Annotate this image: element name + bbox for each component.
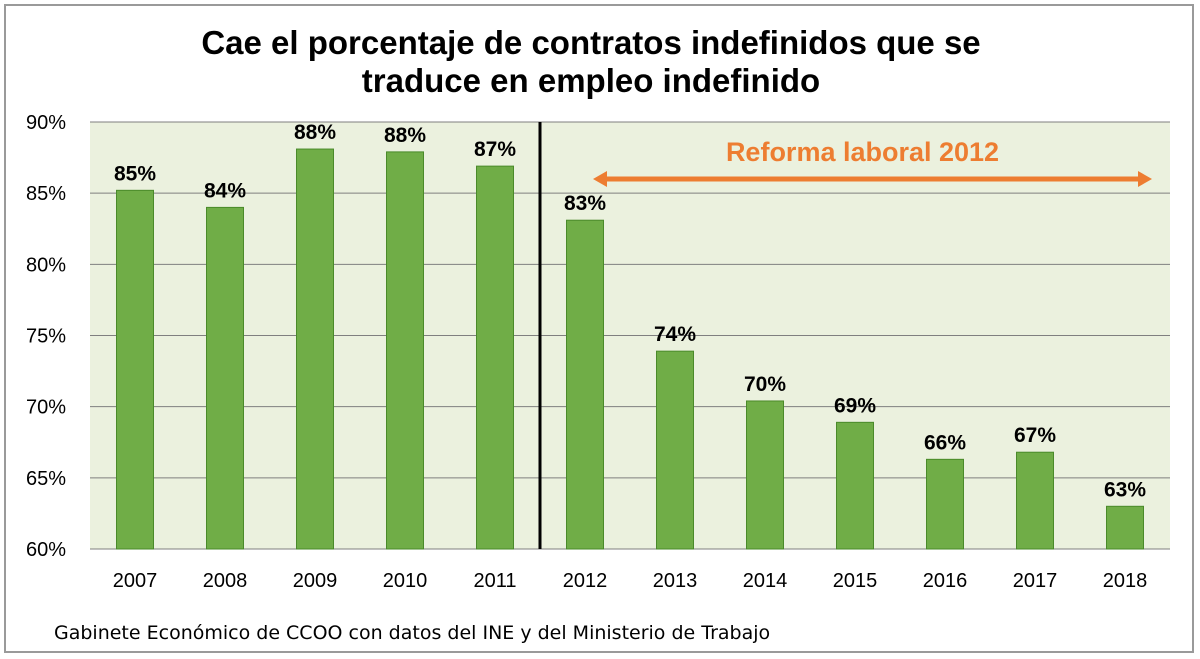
data-label-2017: 67% [1014, 424, 1056, 447]
y-tick-label: 75% [26, 326, 66, 348]
reform-arrow-left-head [593, 171, 607, 187]
data-label-2014: 70% [744, 373, 786, 396]
x-tick-label: 2017 [1013, 570, 1058, 592]
data-label-2013: 74% [654, 323, 696, 346]
x-tick-label: 2007 [113, 570, 158, 592]
x-tick-label: 2014 [743, 570, 788, 592]
x-tick-label: 2015 [833, 570, 878, 592]
bar-2015 [836, 421, 874, 550]
data-label-2008: 84% [204, 179, 246, 202]
chart-title: Cae el porcentaje de contratos indefinid… [6, 24, 1176, 100]
data-label-2012: 83% [564, 192, 606, 215]
data-label-2007: 85% [114, 162, 156, 185]
reform-label: Reforma laboral 2012 [726, 137, 999, 167]
y-tick-label: 60% [26, 539, 66, 561]
bar-2018 [1106, 505, 1144, 550]
reform-arrow-right-head [1138, 171, 1152, 187]
x-tick-label: 2018 [1103, 570, 1148, 592]
data-label-2009: 88% [294, 121, 336, 144]
bar-2017 [1016, 451, 1054, 550]
x-tick-label: 2009 [293, 570, 338, 592]
bar-2011 [476, 165, 514, 550]
x-tick-label: 2010 [383, 570, 428, 592]
data-label-2010: 88% [384, 124, 426, 147]
chart-title-line-1: Cae el porcentaje de contratos indefinid… [201, 24, 981, 61]
data-label-2015: 69% [834, 394, 876, 417]
bar-2008 [206, 206, 244, 550]
x-tick-label: 2011 [473, 570, 516, 592]
chart-title-line-2: traduce en empleo indefinido [361, 62, 821, 99]
x-tick-label: 2012 [563, 570, 608, 592]
y-tick-label: 80% [26, 254, 66, 276]
data-label-2018: 63% [1104, 478, 1146, 501]
source-note: Gabinete Económico de CCOO con datos del… [54, 622, 771, 644]
data-label-2016: 66% [924, 431, 966, 454]
x-tick-label: 2013 [653, 570, 698, 592]
x-tick-label: 2008 [203, 570, 248, 592]
bar-2009 [296, 148, 334, 550]
bar-2012 [566, 219, 604, 550]
bar-2016 [926, 458, 964, 550]
y-tick-label: 85% [26, 183, 66, 205]
x-tick-label: 2016 [923, 570, 968, 592]
bar-2014 [746, 400, 784, 550]
y-tick-label: 70% [26, 397, 66, 419]
bar-2013 [656, 350, 694, 550]
data-label-2011: 87% [474, 138, 516, 161]
y-tick-label: 90% [26, 112, 66, 134]
bar-2010 [386, 151, 424, 550]
y-tick-label: 65% [26, 468, 66, 490]
bar-2007 [116, 189, 154, 550]
